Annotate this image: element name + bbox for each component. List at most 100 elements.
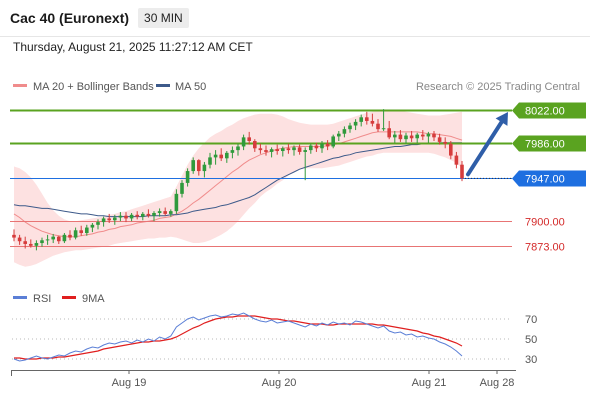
level-label-1: 7986.00 — [525, 139, 565, 151]
level-label-3: 7900.00 — [525, 217, 565, 229]
trend-arrow-head — [495, 112, 508, 126]
candle-body — [73, 230, 78, 238]
candlesticks — [12, 109, 512, 251]
level-label-0: 8022.00 — [525, 106, 565, 118]
candle-body — [449, 143, 453, 156]
candle-body — [314, 145, 319, 149]
legend-label-rsi: RSI — [33, 293, 51, 305]
rsi-line — [13, 312, 463, 362]
candle-body — [230, 150, 235, 153]
candle-body — [124, 215, 128, 219]
level-tag-0 — [512, 102, 586, 119]
candle-body — [113, 217, 117, 221]
legend-label-9ma: 9MA — [82, 293, 105, 305]
candle-body — [213, 154, 218, 158]
candle-body — [236, 146, 240, 151]
candle-body — [297, 147, 302, 152]
candle-body — [443, 141, 447, 144]
candle-body — [17, 237, 22, 242]
candle-body — [45, 239, 50, 241]
level-tag-2 — [512, 170, 586, 187]
candle-body — [202, 164, 207, 172]
candle-body — [421, 134, 425, 137]
candle-body — [101, 218, 106, 223]
candle-body — [432, 133, 436, 138]
ma20-line — [13, 131, 463, 238]
credit-text: Research © 2025 Trading Central — [416, 81, 580, 93]
level-tag-1 — [512, 135, 586, 152]
candle-body — [141, 213, 145, 217]
candle-body — [241, 137, 246, 147]
candle-body — [370, 120, 375, 124]
candle-body — [157, 211, 162, 213]
rsi-9ma-line — [14, 315, 463, 360]
candle-body — [303, 150, 307, 152]
candle-body — [393, 134, 397, 138]
x-tick-label-3: Aug 28 — [480, 377, 515, 389]
candle-body — [398, 134, 403, 140]
candle-body — [85, 227, 89, 234]
candle-body — [342, 129, 347, 134]
candle-body — [96, 222, 100, 225]
candle-body — [309, 145, 313, 151]
x-tick-label-0: Aug 19 — [112, 377, 147, 389]
candle-body — [264, 150, 268, 152]
bollinger-band-area — [14, 110, 462, 267]
candle-body — [331, 136, 335, 147]
rsi-panel: 30 50 70 — [12, 312, 537, 366]
legend-swatch-ma20 — [13, 84, 27, 87]
candle-body — [208, 157, 212, 165]
instrument-title: Cac 40 (Euronext) — [10, 10, 130, 26]
candle-body — [90, 224, 95, 228]
rsi-tick-label-1: 50 — [525, 334, 537, 346]
candle-body — [404, 135, 408, 140]
x-tick-label-1: Aug 20 — [262, 377, 297, 389]
rsi-tick-label-2: 70 — [525, 314, 537, 326]
candle-body — [269, 149, 274, 152]
candle-body — [174, 193, 179, 212]
candle-body — [454, 155, 459, 165]
trend-arrow-shaft — [466, 120, 504, 177]
legend-swatch-ma50 — [156, 84, 170, 87]
candle-body — [460, 164, 464, 179]
candle-body — [387, 128, 391, 138]
legend-swatch-rsi — [13, 296, 27, 299]
candle-body — [180, 182, 184, 194]
candle-body — [191, 160, 195, 172]
candle-body — [320, 143, 324, 149]
candle-body — [68, 234, 72, 238]
legend-label-ma50: MA 50 — [175, 81, 206, 93]
trend-arrow — [466, 112, 508, 177]
candle-body — [359, 117, 363, 122]
candle-body — [51, 236, 55, 240]
candle-body — [225, 152, 229, 159]
candle-body — [118, 215, 123, 218]
candle-body — [219, 154, 223, 159]
candle-body — [253, 141, 257, 149]
candle-body — [281, 148, 285, 152]
candle-body — [107, 218, 111, 221]
candle-body — [23, 241, 27, 244]
candle-body — [163, 211, 167, 214]
candle-body — [146, 213, 151, 216]
candle-body — [437, 137, 442, 142]
legend-swatch-9ma — [62, 296, 76, 299]
timestamp: Thursday, August 21, 2025 11:27:12 AM CE… — [13, 40, 253, 54]
candle-body — [409, 135, 414, 139]
candle-body — [426, 133, 431, 137]
candle-body — [169, 211, 173, 214]
candle-body — [258, 148, 263, 151]
legend-label-ma20: MA 20 + Bollinger Bands — [33, 81, 154, 93]
candle-body — [40, 240, 44, 244]
candle-body — [337, 133, 341, 137]
candle-body — [79, 230, 83, 234]
candle-body — [197, 160, 201, 172]
level-label-4: 7873.00 — [525, 242, 565, 254]
level-label-2: 7947.00 — [525, 174, 565, 186]
candle-body — [381, 128, 386, 130]
interval-badge[interactable]: 30 MIN — [138, 8, 189, 28]
candle-body — [185, 171, 190, 183]
candle-body — [365, 117, 369, 121]
x-axis: Aug 19 Aug 20 Aug 21 Aug 28 — [11, 370, 516, 389]
